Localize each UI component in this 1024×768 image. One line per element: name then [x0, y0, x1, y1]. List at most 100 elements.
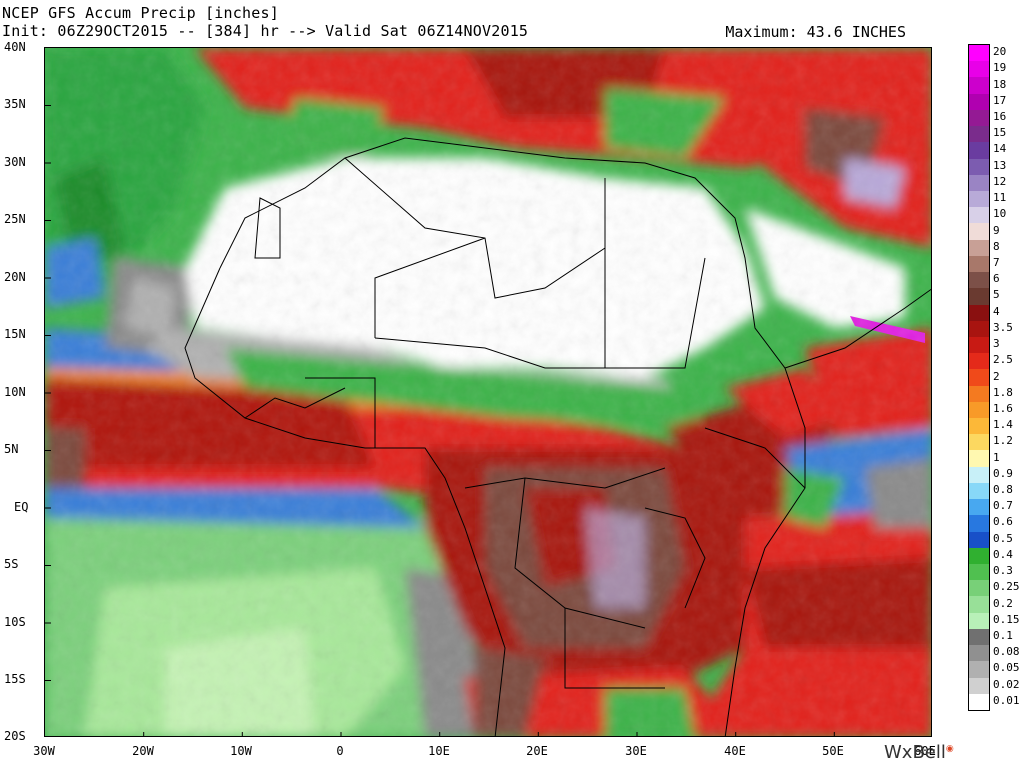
- colorbar-label: 6: [993, 272, 1000, 286]
- colorbar-swatch: [969, 515, 989, 532]
- colorbar-swatch: [969, 401, 989, 419]
- map-title: NCEP GFS Accum Precip [inches]: [2, 4, 279, 22]
- lon-label-30w: 30W: [33, 744, 55, 758]
- colorbar-label: 0.3: [993, 564, 1013, 578]
- lat-label-5s: 5S: [4, 557, 19, 571]
- colorbar-swatch: [969, 77, 989, 94]
- colorbar-label: 1.4: [993, 418, 1013, 432]
- colorbar-swatch: [969, 596, 989, 613]
- colorbar-label: 18: [993, 77, 1007, 91]
- colorbar-label: 3: [993, 337, 1000, 351]
- colorbar-swatch: [969, 677, 989, 694]
- colorbar-swatch: [969, 320, 989, 337]
- lon-label-50e: 50E: [822, 744, 844, 758]
- colorbar-label: 0.02: [993, 677, 1020, 691]
- colorbar-label: 1.8: [993, 385, 1013, 399]
- colorbar-label: 0.08: [993, 645, 1020, 659]
- colorbar-label: 0.6: [993, 515, 1013, 529]
- country-borders: [184, 137, 931, 736]
- colorbar-swatch: [969, 645, 989, 662]
- colorbar-label: 13: [993, 158, 1007, 172]
- lat-label-35n: 35N: [4, 97, 26, 111]
- colorbar-label: 8: [993, 239, 1000, 253]
- colorbar-swatch: [969, 580, 989, 597]
- colorbar-label: 14: [993, 142, 1007, 156]
- lat-label-20n: 20N: [4, 270, 26, 284]
- lon-label-20e: 20E: [526, 744, 548, 758]
- colorbar-label: 0.5: [993, 531, 1013, 545]
- wxbell-logo: WxBell◉: [884, 742, 954, 763]
- colorbar-swatch: [969, 385, 989, 402]
- colorbar-label: 0.05: [993, 661, 1020, 675]
- colorbar-swatch: [969, 564, 989, 581]
- colorbar-label: 1.2: [993, 434, 1013, 448]
- lat-label-40n: 40N: [4, 40, 26, 54]
- colorbar-label: 10: [993, 207, 1007, 221]
- colorbar-swatch: [969, 255, 989, 273]
- colorbar-swatch: [969, 547, 989, 564]
- colorbar-swatch: [969, 109, 989, 127]
- colorbar-swatch: [969, 450, 989, 467]
- colorbar-label: 0.7: [993, 499, 1013, 513]
- colorbar-swatch: [969, 353, 989, 370]
- colorbar-label: 20: [993, 45, 1007, 59]
- colorbar-label: 2.5: [993, 353, 1013, 367]
- lon-label-10e: 10E: [428, 744, 450, 758]
- precip-colorbar: [968, 44, 990, 711]
- lat-label-10s: 10S: [4, 615, 26, 629]
- colorbar-label: 1: [993, 450, 1000, 464]
- colorbar-label: 16: [993, 109, 1007, 123]
- colorbar-swatch: [969, 628, 989, 646]
- axis-ticks: [45, 105, 835, 736]
- colorbar-swatch: [969, 434, 989, 451]
- lat-label-15s: 15S: [4, 672, 26, 686]
- lon-label-60e: 60E: [914, 744, 936, 758]
- colorbar-swatch: [969, 466, 989, 483]
- colorbar-swatch: [969, 239, 989, 256]
- precip-map: [44, 47, 932, 737]
- colorbar-swatch: [969, 531, 989, 548]
- colorbar-swatch: [969, 174, 989, 191]
- lat-label-eq: EQ: [14, 500, 29, 514]
- wxbell-logo-text: WxBell: [884, 742, 946, 763]
- colorbar-swatch: [969, 45, 989, 62]
- colorbar-swatch: [969, 482, 989, 500]
- colorbar-swatch: [969, 158, 989, 175]
- colorbar-label: 0.01: [993, 693, 1020, 707]
- colorbar-label: 0.25: [993, 580, 1020, 594]
- lat-label-25n: 25N: [4, 212, 26, 226]
- colorbar-label: 7: [993, 255, 1000, 269]
- lat-label-5n: 5N: [4, 442, 19, 456]
- lon-label-10w: 10W: [230, 744, 252, 758]
- precip-map-svg: [45, 48, 931, 736]
- colorbar-swatch: [969, 142, 989, 159]
- colorbar-label: 15: [993, 126, 1007, 140]
- colorbar-label: 0.4: [993, 547, 1013, 561]
- colorbar-label: 1.6: [993, 401, 1013, 415]
- lat-label-20s: 20S: [4, 729, 26, 743]
- colorbar-label: 17: [993, 93, 1007, 107]
- lon-label-0: 0: [336, 744, 344, 758]
- colorbar-swatch: [969, 499, 989, 516]
- colorbar-label: 12: [993, 174, 1007, 188]
- colorbar-swatch: [969, 661, 989, 678]
- colorbar-swatch: [969, 272, 989, 289]
- lat-label-30n: 30N: [4, 155, 26, 169]
- colorbar-label: 0.9: [993, 466, 1013, 480]
- colorbar-swatch: [969, 93, 989, 110]
- logo-mark-icon: ◉: [945, 744, 954, 754]
- lat-label-10n: 10N: [4, 385, 26, 399]
- colorbar-swatch: [969, 190, 989, 208]
- lon-label-20w: 20W: [132, 744, 154, 758]
- colorbar-label: 5: [993, 288, 1000, 302]
- colorbar-label: 0.8: [993, 483, 1013, 497]
- lat-label-15n: 15N: [4, 327, 26, 341]
- colorbar-swatch: [969, 418, 989, 435]
- colorbar-swatch: [969, 126, 989, 143]
- colorbar-label: 3.5: [993, 320, 1013, 334]
- colorbar-label: 4: [993, 304, 1000, 318]
- colorbar-label: 19: [993, 61, 1007, 75]
- map-subtitle: Init: 06Z29OCT2015 -- [384] hr --> Valid…: [2, 22, 529, 40]
- colorbar-swatch: [969, 304, 989, 321]
- colorbar-swatch: [969, 223, 989, 240]
